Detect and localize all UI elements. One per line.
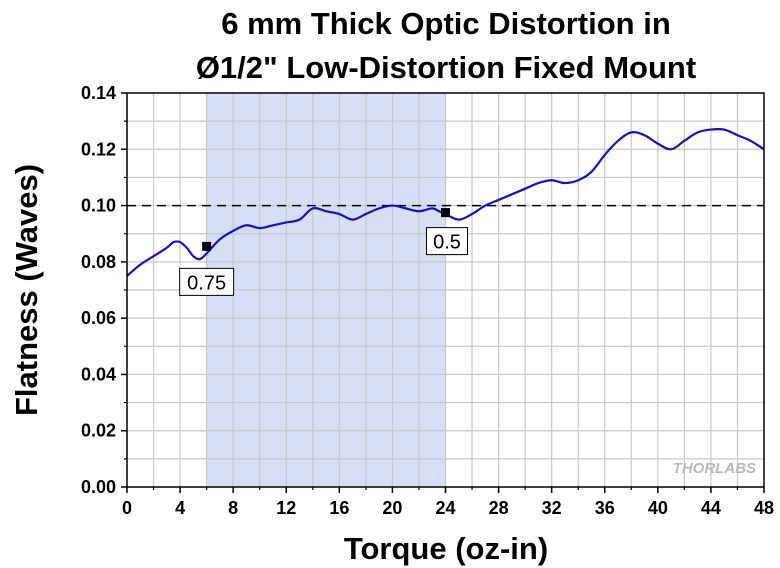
annotation-box xyxy=(426,227,468,256)
chart-title-line-2: Ø1/2" Low-Distortion Fixed Mount xyxy=(196,50,696,85)
y-tick-label: 0.04 xyxy=(81,364,116,384)
x-tick-label: 20 xyxy=(382,498,402,518)
y-tick-label: 0.00 xyxy=(81,477,116,497)
x-tick-label: 48 xyxy=(754,498,774,518)
x-axis-title: Torque (oz-in) xyxy=(344,531,548,566)
y-tick-label: 0.08 xyxy=(81,252,116,272)
annotation-marker xyxy=(441,208,450,218)
y-tick-label: 0.06 xyxy=(81,308,116,328)
x-tick-label: 4 xyxy=(175,498,185,518)
y-tick-label: 0.14 xyxy=(81,83,116,103)
y-tick-label: 0.02 xyxy=(81,421,116,441)
x-tick-label: 28 xyxy=(489,498,509,518)
x-tick-label: 24 xyxy=(435,498,455,518)
x-tick-label: 16 xyxy=(329,498,349,518)
plot-area: 0.750.50 4 8 12 16 20 24 28 32 36 40 44 480.000.020.… xyxy=(81,83,774,518)
thorlabs-watermark: THORLABS xyxy=(673,460,756,477)
y-tick-label: 0.12 xyxy=(81,139,116,159)
series-line xyxy=(126,127,765,277)
annotation-label: 0.75 xyxy=(187,272,226,294)
y-axis-title: Flatness (Waves) xyxy=(9,164,44,416)
annotation-marker xyxy=(202,241,212,251)
x-tick-label: 32 xyxy=(542,498,562,518)
x-tick-label: 36 xyxy=(595,498,615,518)
x-tick-label: 8 xyxy=(228,498,238,518)
x-tick-label: 0 xyxy=(122,498,132,518)
annotation-box xyxy=(179,267,235,296)
y-tick-label: 0.10 xyxy=(81,196,116,216)
x-tick-label: 40 xyxy=(648,498,668,518)
annotation-label: 0.5 xyxy=(433,232,461,254)
x-tick-label: 44 xyxy=(701,498,721,518)
chart-title-line-1: 6 mm Thick Optic Distortion in xyxy=(221,6,671,41)
x-tick-label: 12 xyxy=(276,498,296,518)
